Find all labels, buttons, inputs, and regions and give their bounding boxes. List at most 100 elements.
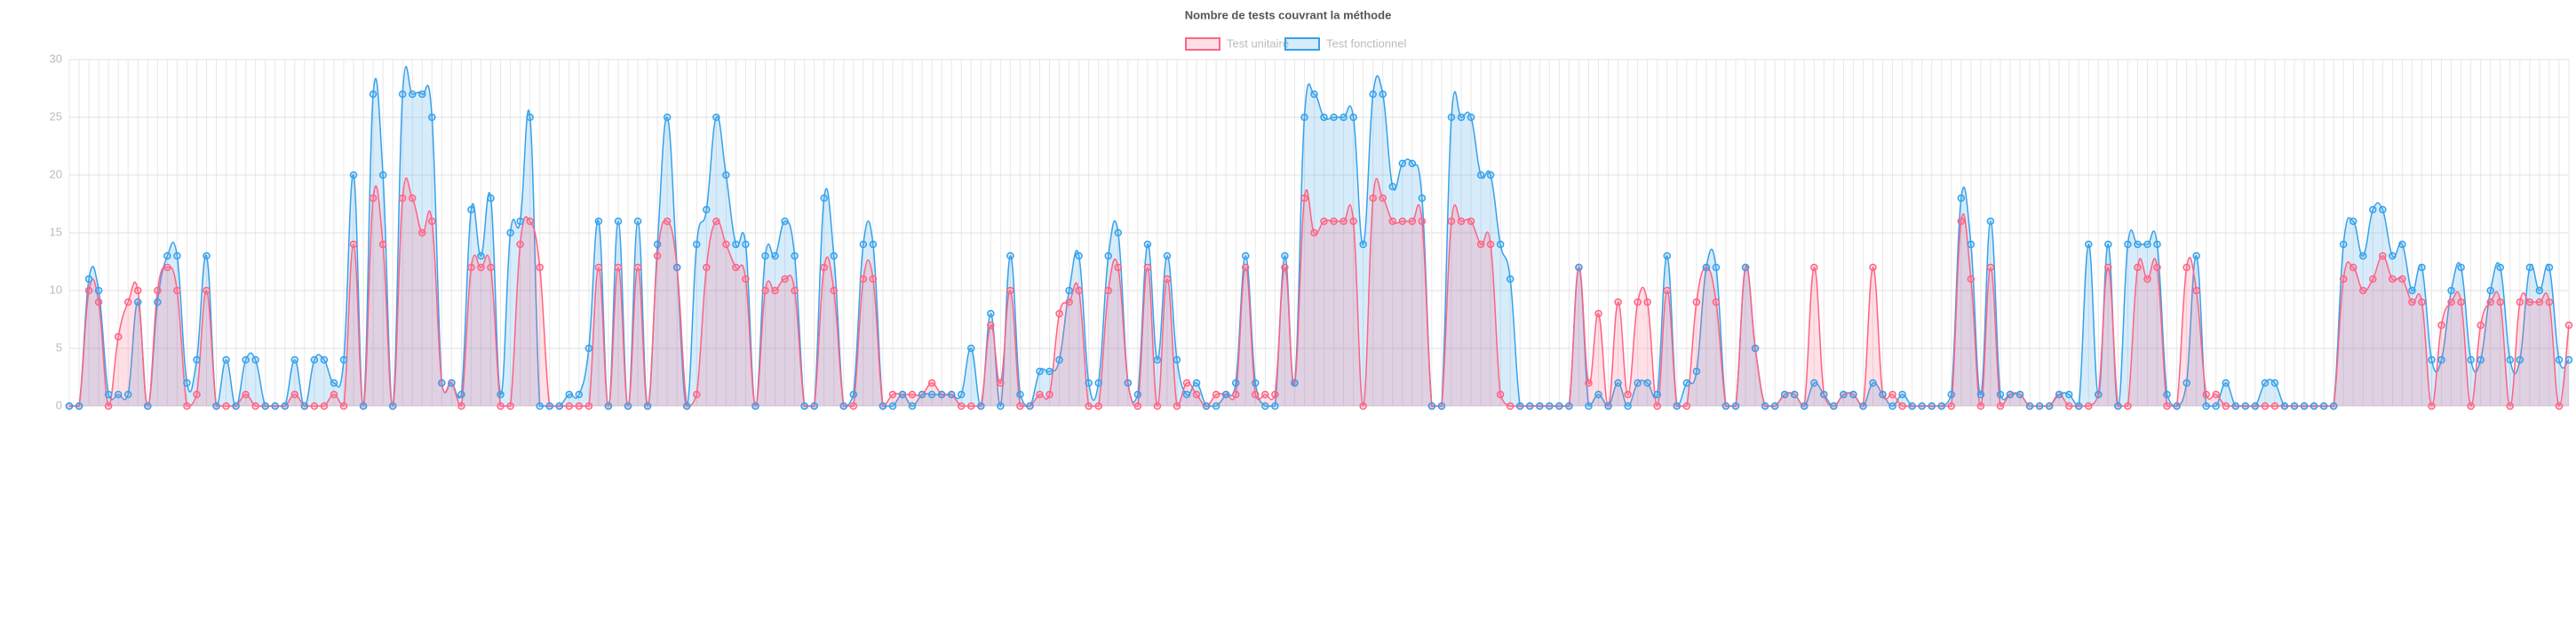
data-point	[300, 402, 309, 411]
data-point	[1340, 113, 1348, 122]
data-point	[2143, 240, 2151, 249]
data-point	[183, 379, 191, 387]
data-point	[104, 390, 113, 399]
data-point	[2104, 240, 2112, 249]
data-point	[1173, 355, 1181, 364]
data-point	[604, 402, 613, 411]
data-point	[487, 263, 495, 272]
data-point	[1006, 286, 1014, 295]
data-point	[467, 263, 475, 272]
data-point	[1555, 402, 1563, 411]
data-point	[545, 402, 553, 411]
data-point	[1006, 251, 1014, 260]
data-point	[2525, 298, 2534, 307]
data-point	[104, 402, 113, 411]
data-point	[1320, 113, 1328, 122]
data-point	[1447, 217, 1456, 226]
data-point	[2496, 298, 2505, 307]
data-point	[2222, 402, 2230, 411]
data-point	[937, 390, 946, 399]
data-point	[1496, 240, 1505, 249]
data-point	[2231, 402, 2240, 411]
data-point	[1075, 251, 1083, 260]
data-point	[1418, 194, 1427, 203]
data-point	[2535, 286, 2544, 295]
data-point	[330, 379, 338, 387]
data-point	[1849, 390, 1857, 399]
data-point	[2241, 402, 2250, 411]
data-point	[849, 402, 858, 411]
data-point	[977, 402, 985, 411]
data-point	[1340, 217, 1348, 226]
data-point	[1731, 402, 1740, 411]
data-point	[1173, 402, 1181, 411]
data-point	[643, 402, 652, 411]
data-point	[1349, 217, 1357, 226]
data-point	[2192, 286, 2200, 295]
data-point	[497, 390, 505, 399]
data-point	[966, 344, 975, 353]
data-point	[1634, 298, 1642, 307]
data-point	[1653, 402, 1661, 411]
chart-title: Nombre de tests couvrant la méthode	[1185, 8, 1392, 21]
data-point	[2163, 402, 2171, 411]
data-point	[1418, 217, 1427, 226]
data-point	[584, 344, 593, 353]
data-point	[2134, 263, 2142, 272]
data-point	[918, 390, 926, 399]
data-point	[1898, 402, 1906, 411]
data-point	[408, 194, 417, 203]
data-point	[242, 390, 250, 399]
data-point	[927, 379, 936, 387]
data-point	[2389, 251, 2397, 260]
data-point	[1202, 402, 1211, 411]
data-point	[1869, 263, 1877, 272]
data-point	[114, 390, 123, 399]
data-point	[1310, 90, 1318, 99]
data-point	[2564, 355, 2573, 364]
data-point	[2202, 402, 2210, 411]
data-point	[2163, 390, 2171, 399]
data-point	[428, 217, 436, 226]
data-point	[388, 402, 397, 411]
data-point	[1692, 367, 1701, 376]
data-point	[859, 240, 868, 249]
data-point	[1908, 402, 1916, 411]
data-point	[997, 402, 1005, 411]
data-point	[888, 402, 897, 411]
data-point	[2506, 402, 2515, 411]
y-tick-label: 5	[56, 340, 62, 354]
data-point	[2437, 321, 2445, 330]
y-tick-label: 30	[50, 52, 62, 65]
legend-label: Test fonctionnel	[1326, 36, 1406, 50]
data-point	[506, 402, 514, 411]
data-point	[1231, 390, 1240, 399]
data-point	[290, 355, 299, 364]
data-point	[378, 171, 387, 179]
data-point	[1712, 298, 1721, 307]
data-point	[1281, 251, 1289, 260]
data-point	[1506, 402, 1515, 411]
data-point	[1143, 240, 1152, 249]
data-point	[2389, 275, 2397, 283]
data-point	[2074, 402, 2083, 411]
data-point	[1437, 402, 1446, 411]
data-point	[849, 390, 858, 399]
data-point	[2516, 298, 2524, 307]
data-point	[1457, 113, 1466, 122]
data-point	[457, 402, 465, 411]
data-point	[2270, 402, 2279, 411]
data-point	[2496, 263, 2505, 272]
data-point	[966, 402, 975, 411]
data-point	[663, 113, 672, 122]
data-point	[555, 402, 564, 411]
data-point	[2261, 379, 2270, 387]
series-area	[69, 66, 2569, 407]
data-point	[1153, 355, 1162, 364]
data-point	[1614, 298, 1622, 307]
data-point	[1055, 355, 1063, 364]
data-point	[1770, 402, 1779, 411]
data-point	[320, 402, 329, 411]
data-point	[1702, 263, 1711, 272]
data-point	[1124, 379, 1133, 387]
